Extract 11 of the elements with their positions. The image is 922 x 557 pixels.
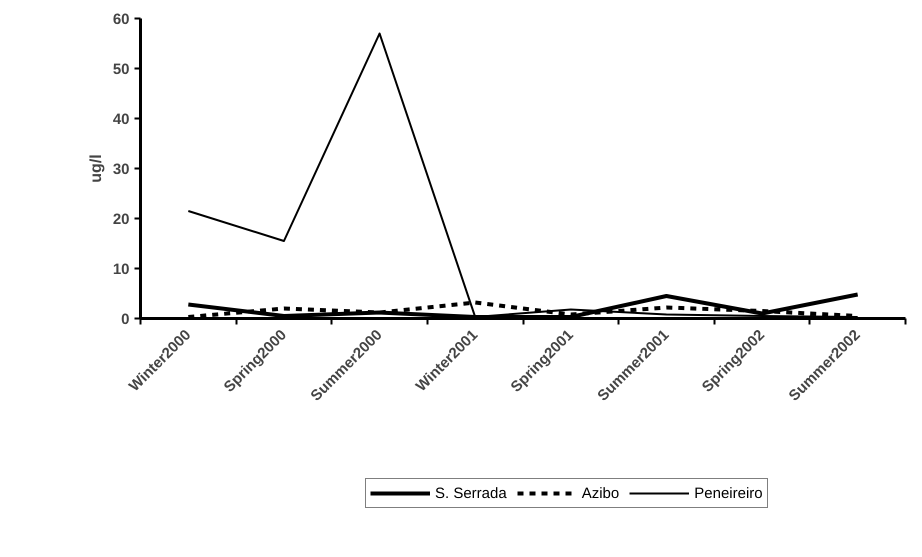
legend-label: Azibo <box>582 484 620 502</box>
y-tick-label: 50 <box>112 61 130 78</box>
y-tick-label: 0 <box>121 311 130 328</box>
y-tick-label: 20 <box>112 211 130 228</box>
y-tick-label: 40 <box>112 111 130 128</box>
legend-label: S. Serrada <box>435 484 507 502</box>
y-tick-label: 60 <box>112 11 130 28</box>
legend-label: Peneireiro <box>694 484 763 502</box>
y-axis-title: ug/l <box>88 154 105 183</box>
y-tick-label: 30 <box>112 161 130 178</box>
y-tick-label: 10 <box>112 261 130 278</box>
